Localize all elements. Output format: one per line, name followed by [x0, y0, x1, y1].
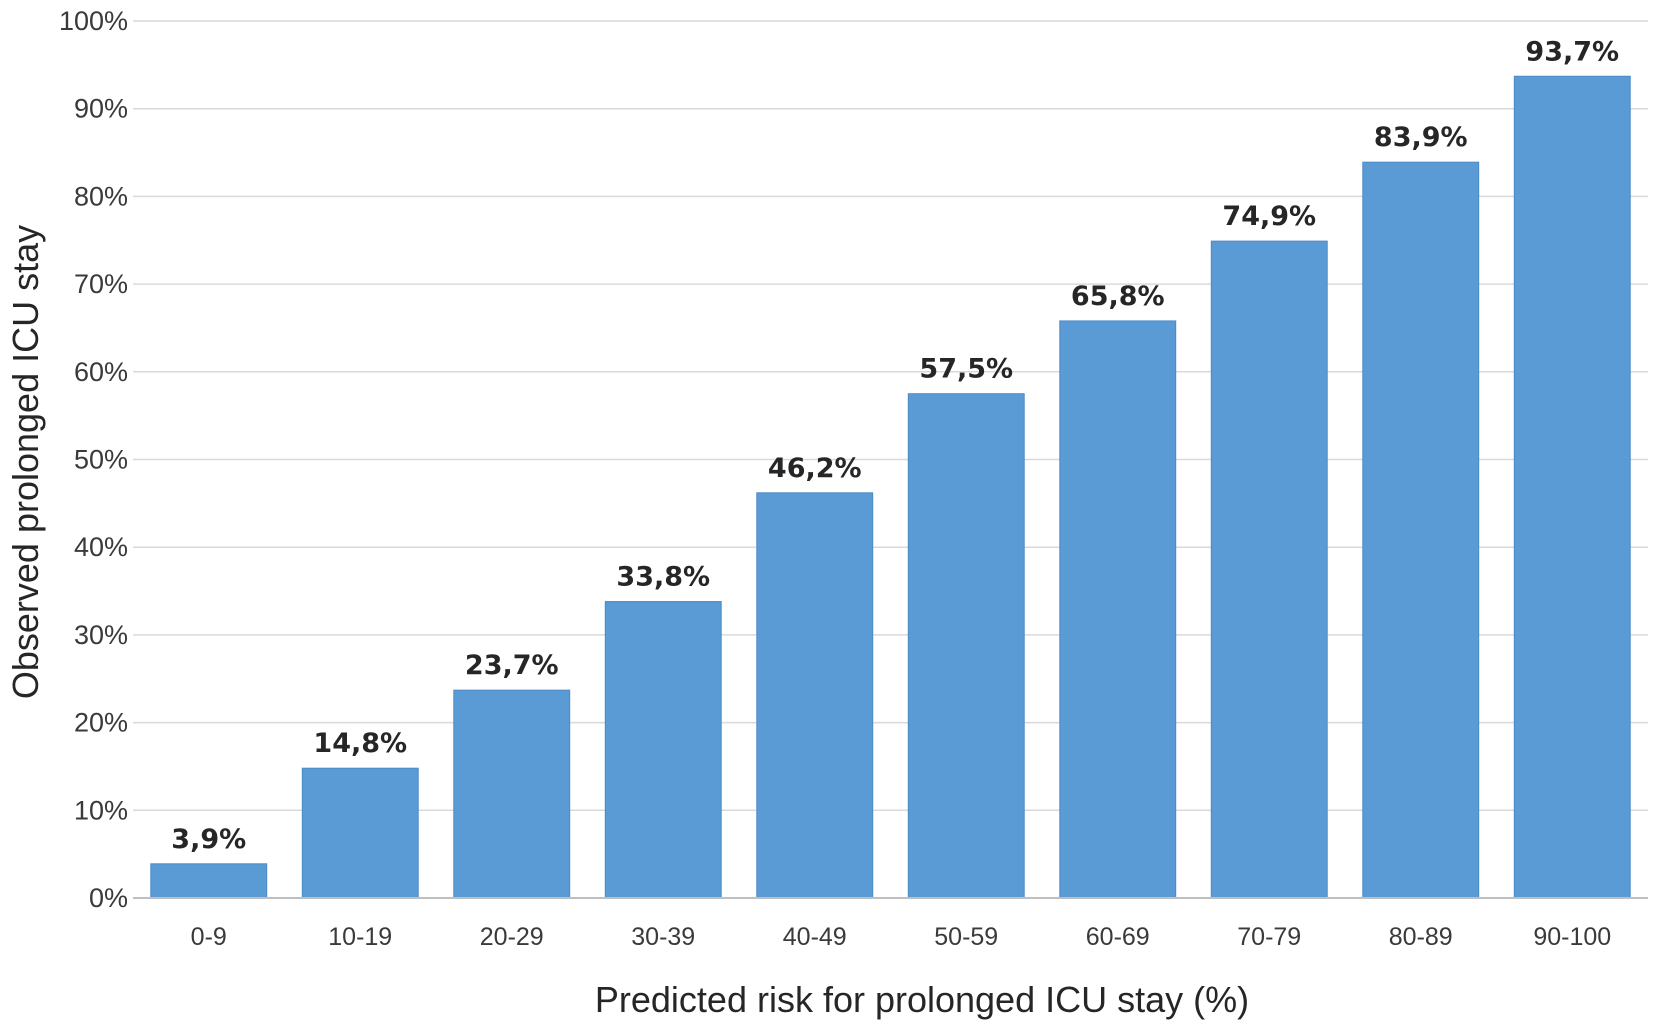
- y-tick-label: 10%: [74, 795, 128, 825]
- y-tick-label: 0%: [89, 883, 128, 913]
- x-tick-label: 40-49: [783, 923, 847, 951]
- y-tick-label: 30%: [74, 620, 128, 650]
- bar: [604, 601, 722, 899]
- y-tick-label: 40%: [74, 532, 128, 562]
- bar: [453, 689, 571, 899]
- bar: [756, 492, 874, 899]
- data-label: 46,2%: [768, 453, 862, 484]
- data-label: 65,8%: [1071, 281, 1165, 312]
- bar: [150, 863, 268, 899]
- y-tick-label: 20%: [74, 708, 128, 738]
- data-label: 74,9%: [1222, 201, 1316, 232]
- y-tick-label: 80%: [74, 181, 128, 211]
- data-label: 33,8%: [616, 562, 710, 593]
- bars: [150, 75, 1631, 899]
- y-axis-ticks: 0% 10% 20% 30% 40% 50% 60% 70% 80% 90% 100%: [59, 6, 128, 913]
- y-tick-label: 70%: [74, 269, 128, 299]
- data-label: 23,7%: [465, 650, 559, 681]
- x-tick-label: 20-29: [480, 923, 544, 951]
- gridlines: [133, 20, 1648, 812]
- bar: [1210, 240, 1328, 899]
- data-label: 57,5%: [919, 354, 1013, 385]
- y-tick-label: 100%: [59, 6, 128, 36]
- bar: [1362, 161, 1480, 899]
- data-label: 93,7%: [1525, 36, 1619, 67]
- x-tick-label: 70-79: [1237, 923, 1301, 951]
- data-label: 14,8%: [313, 728, 407, 759]
- x-tick-label: 90-100: [1533, 923, 1611, 951]
- bar: [907, 393, 1025, 899]
- x-tick-label: 30-39: [631, 923, 695, 951]
- x-tick-label: 10-19: [328, 923, 392, 951]
- x-tick-label: 50-59: [934, 923, 998, 951]
- y-tick-label: 90%: [74, 94, 128, 124]
- x-tick-label: 80-89: [1389, 923, 1453, 951]
- bar: [1513, 75, 1631, 899]
- data-label: 83,9%: [1374, 122, 1468, 153]
- x-axis-title: Predicted risk for prolonged ICU stay (%…: [595, 979, 1249, 1020]
- x-axis-ticks: 0-9 10-19 20-29 30-39 40-49 50-59 60-69 70-79 80…: [191, 923, 1612, 951]
- x-tick-label: 0-9: [191, 923, 227, 951]
- y-axis-title: Observed prolonged ICU stay: [5, 225, 46, 699]
- x-tick-label: 60-69: [1086, 923, 1150, 951]
- bar: [1059, 320, 1177, 899]
- y-tick-label: 50%: [74, 445, 128, 475]
- bar: [301, 767, 419, 899]
- data-label: 3,9%: [171, 824, 246, 855]
- data-labels: 3,9% 14,8% 23,7% 33,8% 46,2% 57,5% 65,8% 74,9% 8…: [171, 36, 1619, 855]
- y-tick-label: 60%: [74, 357, 128, 387]
